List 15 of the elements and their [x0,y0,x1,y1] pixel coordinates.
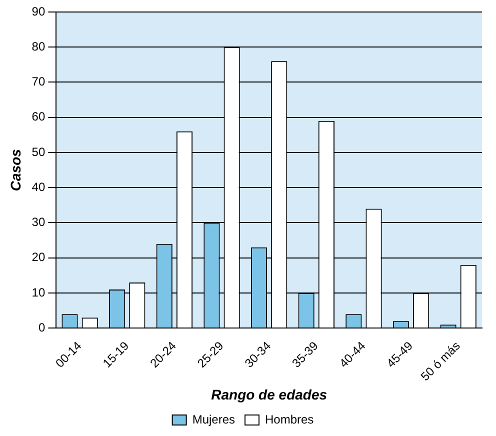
y-tick-label: 20 [32,250,46,264]
y-tick-label: 30 [32,215,46,230]
legend-label: Mujeres [192,412,236,426]
y-tick-label: 50 [32,144,46,159]
y-tick-label: 40 [32,180,46,194]
y-tick-label: 0 [38,320,46,334]
y-tick-label: 10 [32,285,46,300]
y-tick-label: 90 [32,4,46,18]
y-tick-label: 80 [32,39,46,54]
x-tick-label: 50 ó más [418,338,463,384]
y-axis-title: Casos [7,148,24,192]
x-axis-title: Rango de edades [211,386,328,402]
legend-label: Hombres [265,412,314,426]
y-tick-label: 70 [32,74,46,89]
y-tick-label: 60 [32,110,46,124]
